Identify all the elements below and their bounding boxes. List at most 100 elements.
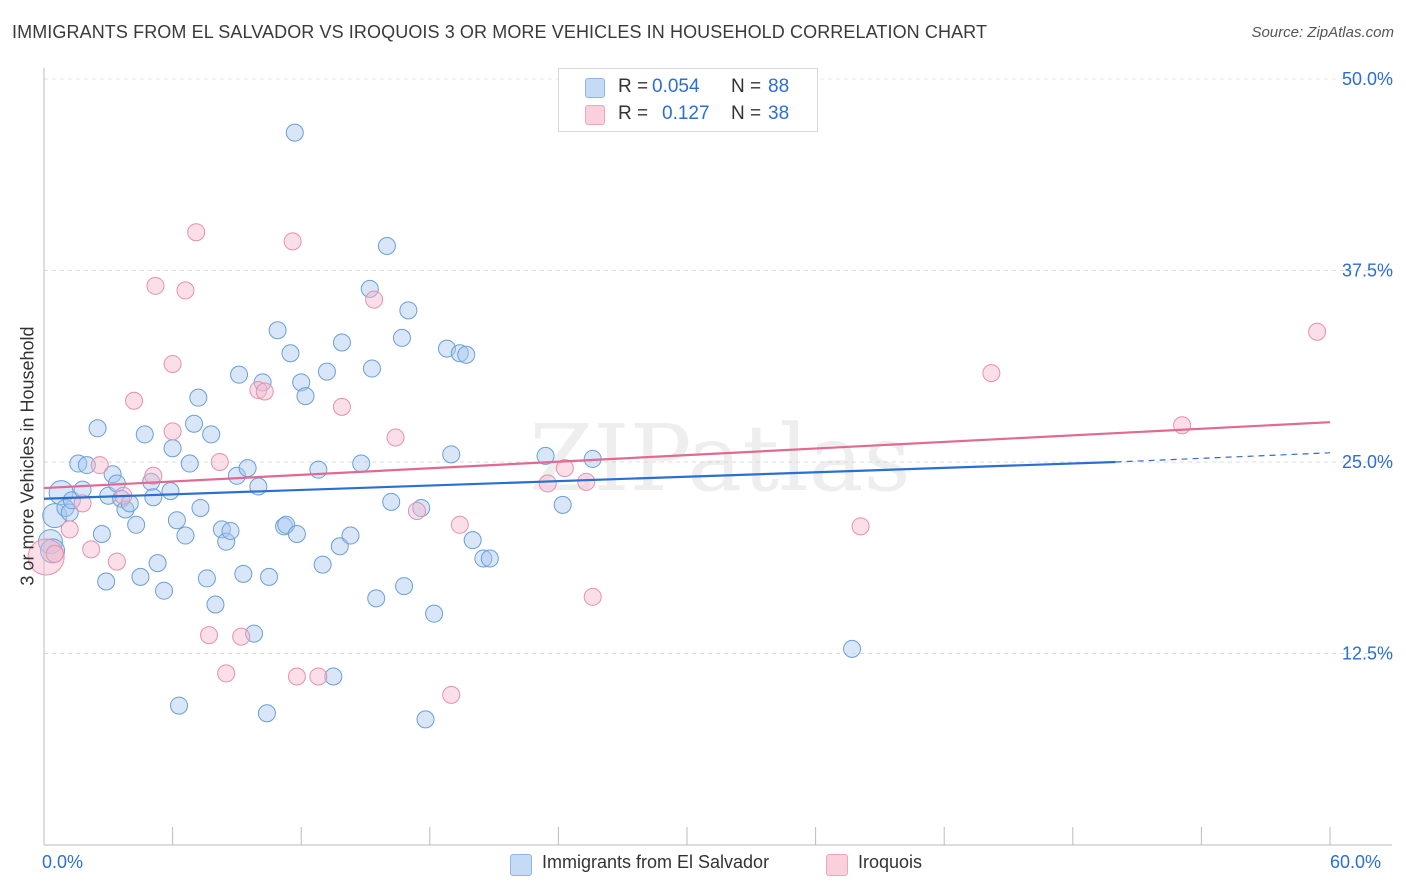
- point-iroquois-8: [125, 391, 144, 410]
- point-iroquois-27: [407, 502, 426, 521]
- axes: [43, 68, 1392, 846]
- point-el-salvador-20: [131, 567, 150, 586]
- trend-lines: [43, 421, 1331, 500]
- trend-line-el-salvador-extension: [1115, 452, 1331, 463]
- point-iroquois-1: [45, 544, 64, 563]
- point-iroquois-32: [577, 472, 596, 491]
- point-iroquois-35: [982, 364, 1001, 383]
- point-iroquois-36: [1173, 416, 1192, 435]
- point-el-salvador-11: [92, 525, 111, 544]
- watermark: ZIPatlas: [529, 405, 910, 512]
- y-tick-labels: 12.5% 25.0% 37.5% 50.0%: [1342, 69, 1393, 664]
- y-tick-label-2: 37.5%: [1342, 261, 1393, 281]
- legend-r-label: R =: [618, 76, 649, 97]
- point-iroquois-34: [851, 517, 870, 536]
- point-el-salvador-33: [189, 388, 208, 407]
- point-el-salvador-25: [155, 581, 174, 600]
- point-iroquois-10: [146, 276, 165, 295]
- trend-line-iroquois: [43, 421, 1331, 490]
- bottom-legend-swatch-iroquois: [826, 854, 848, 876]
- point-el-salvador-38: [217, 532, 236, 551]
- point-iroquois-37: [1308, 322, 1327, 341]
- point-el-salvador-54: [292, 373, 311, 392]
- point-el-salvador-34: [197, 569, 216, 588]
- point-iroquois-24: [332, 397, 351, 416]
- point-el-salvador-2: [42, 503, 68, 529]
- point-iroquois-9: [144, 466, 163, 485]
- point-iroquois-16: [210, 453, 229, 471]
- point-iroquois-15: [200, 626, 219, 645]
- legend-r-label: R =: [618, 103, 649, 124]
- legend-n-label: N =: [731, 103, 762, 124]
- point-iroquois-6: [107, 552, 126, 571]
- point-el-salvador-29: [170, 696, 189, 715]
- legend-swatch-iroquois: [585, 105, 605, 125]
- point-el-salvador-67: [377, 236, 396, 255]
- point-el-salvador-42: [234, 564, 253, 583]
- point-el-salvador-36: [206, 595, 225, 614]
- y-axis-label: 3 or more Vehicles in Household: [17, 326, 38, 586]
- point-el-salvador-10: [88, 419, 107, 438]
- legend-swatch-el-salvador: [585, 78, 605, 98]
- correlation-legend: R = 0.054 N = 88 R = 0.127 N = 38: [558, 68, 818, 132]
- point-el-salvador-81: [480, 549, 499, 568]
- point-el-salvador-53: [287, 525, 306, 544]
- point-el-salvador-69: [392, 328, 411, 347]
- point-iroquois-19: [249, 380, 268, 399]
- source-label: Source: ZipAtlas.com: [1251, 24, 1394, 41]
- point-el-salvador-21: [135, 425, 154, 444]
- legend-r-value: 0.054: [652, 76, 700, 97]
- point-iroquois-17: [217, 664, 236, 683]
- y-tick-label-0: 12.5%: [1342, 644, 1393, 664]
- point-el-salvador-12: [97, 572, 116, 591]
- point-el-salvador-87: [191, 498, 210, 517]
- chart-title: IMMIGRANTS FROM EL SALVADOR VS IROQUOIS …: [12, 22, 988, 42]
- point-iroquois-2: [60, 520, 79, 539]
- point-iroquois-25: [365, 290, 384, 309]
- point-el-salvador-79: [463, 531, 482, 550]
- point-iroquois-11: [163, 422, 182, 441]
- point-el-salvador-63: [352, 454, 371, 473]
- legend-r-value: 0.127: [662, 103, 710, 124]
- point-el-salvador-0: [37, 529, 63, 555]
- point-el-salvador-32: [185, 414, 204, 433]
- point-iroquois-0: [27, 538, 65, 576]
- point-el-salvador-66: [367, 589, 386, 608]
- point-iroquois-12: [163, 354, 182, 373]
- point-el-salvador-39: [221, 521, 240, 540]
- point-iroquois-33: [583, 587, 602, 606]
- point-el-salvador-59: [324, 667, 343, 686]
- point-iroquois-26: [386, 428, 405, 447]
- point-iroquois-18: [232, 627, 251, 646]
- point-el-salvador-57: [313, 555, 332, 574]
- point-el-salvador-55: [296, 387, 315, 406]
- point-el-salvador-41: [230, 365, 249, 384]
- bottom-legend-swatch-el-salvador: [510, 854, 532, 876]
- point-el-salvador-52: [281, 344, 300, 363]
- point-el-salvador-62: [341, 526, 360, 545]
- point-el-salvador-61: [332, 333, 351, 352]
- point-el-salvador-49: [268, 321, 287, 340]
- point-el-salvador-28: [167, 511, 186, 530]
- point-el-salvador-58: [317, 362, 336, 381]
- point-el-salvador-43: [238, 459, 257, 478]
- point-iroquois-13: [176, 281, 195, 300]
- point-el-salvador-77: [450, 344, 469, 363]
- point-el-salvador-26: [161, 482, 180, 501]
- point-el-salvador-23: [144, 488, 163, 507]
- point-el-salvador-74: [425, 604, 444, 623]
- point-el-salvador-19: [127, 515, 146, 534]
- point-el-salvador-56: [309, 460, 328, 479]
- y-tick-label-3: 50.0%: [1342, 69, 1393, 89]
- x-tick-label-max: 60.0%: [1330, 852, 1382, 872]
- point-el-salvador-65: [362, 359, 381, 378]
- series-iroquois-points: [27, 223, 1327, 704]
- point-iroquois-30: [538, 474, 557, 493]
- point-iroquois-3: [73, 494, 92, 513]
- point-el-salvador-14: [103, 465, 122, 484]
- point-iroquois-31: [555, 459, 574, 478]
- point-iroquois-28: [442, 685, 461, 704]
- point-el-salvador-6: [62, 491, 81, 510]
- point-el-salvador-64: [360, 279, 379, 298]
